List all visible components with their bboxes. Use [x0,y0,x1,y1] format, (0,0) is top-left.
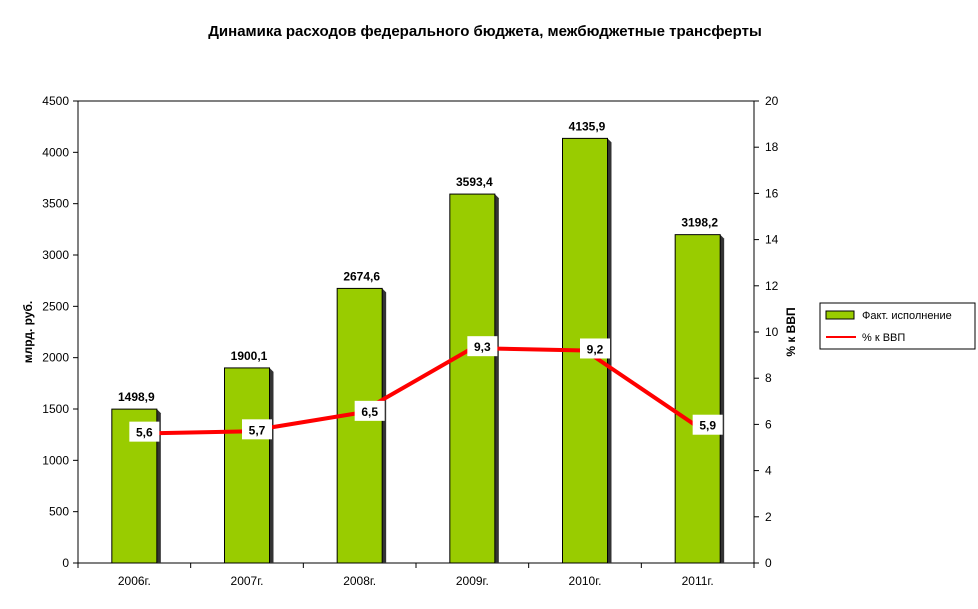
bar-data-label: 1498,9 [118,390,155,404]
y2-tick-label: 14 [765,233,779,247]
bar-shadow-side [156,409,161,563]
y-tick-label: 1500 [42,402,69,416]
line-data-label: 5,6 [136,426,153,440]
bar-data-label: 2674,6 [343,269,380,283]
x-tick-label: 2007г. [231,574,264,588]
y-tick-label: 500 [49,505,69,519]
line-data-label: 6,5 [361,405,378,419]
bar-shadow-side [720,234,725,563]
line-label-box [129,421,160,442]
x-tick-label: 2009г. [456,574,489,588]
line-data-label: 9,3 [474,340,491,354]
y-tick-label: 2500 [42,299,69,313]
y2-tick-label: 12 [765,279,779,293]
bar-shadow-side [382,288,387,563]
y-tick-label: 3000 [42,248,69,262]
y-tick-label: 2000 [42,351,69,365]
y-axis-label: млрд. руб. [21,301,35,363]
line-data-label: 9,2 [587,342,604,356]
x-tick-label: 2011г. [682,574,714,588]
y2-axis-label: % к ВВП [784,307,798,356]
bar-shadow-side [494,194,499,563]
legend: Факт. исполнение % к ВВП [819,302,976,350]
y-tick-label: 4000 [42,145,69,159]
bar-data-label: 4135,9 [569,119,606,133]
y2-tick-label: 0 [765,556,772,570]
line-label-box [580,338,610,359]
x-tick-label: 2006г. [118,574,151,588]
y2-tick-label: 16 [765,186,779,200]
line-label-box [467,336,498,357]
y-tick-label: 0 [62,556,69,570]
bar-data-label: 3198,2 [681,216,718,230]
x-tick-label: 2010г. [569,574,602,588]
y2-tick-label: 18 [765,140,779,154]
bar [449,193,496,564]
line-data-label: 5,7 [249,423,266,437]
y-tick-label: 1000 [42,453,69,467]
line-label-box [354,400,385,421]
chart-title: Динамика расходов федерального бюджета, … [208,23,762,40]
y2-tick-label: 4 [765,464,772,478]
bar-data-label: 3593,4 [456,175,493,189]
y-tick-label: 4500 [42,94,69,108]
x-tick-label: 2008г. [343,574,376,588]
y-tick-label: 3500 [42,197,69,211]
y2-tick-label: 6 [765,417,772,431]
line-data-label: 5,9 [699,419,716,433]
plot-area: 0 500 1000 1500 2000 2500 3000 3500 4000 4500 0 2 4 6… [42,94,778,588]
legend-label-line: % к ВВП [862,332,905,344]
y2-tick-label: 10 [765,325,779,339]
bar-data-label: 1900,1 [231,349,268,363]
y2-tick-label: 2 [765,510,772,524]
legend-swatch-bar [825,310,855,320]
y2-tick-label: 8 [765,371,772,385]
bar [674,234,721,564]
series-line [134,346,699,436]
line-label-box [242,419,272,440]
plot-frame [77,100,755,564]
line-label-box [692,414,723,435]
bar [224,367,270,564]
bar [336,287,383,564]
y2-tick-label: 20 [765,94,779,108]
bar-shadow-side [269,367,274,563]
legend-label-bar: Факт. исполнение [862,310,952,322]
